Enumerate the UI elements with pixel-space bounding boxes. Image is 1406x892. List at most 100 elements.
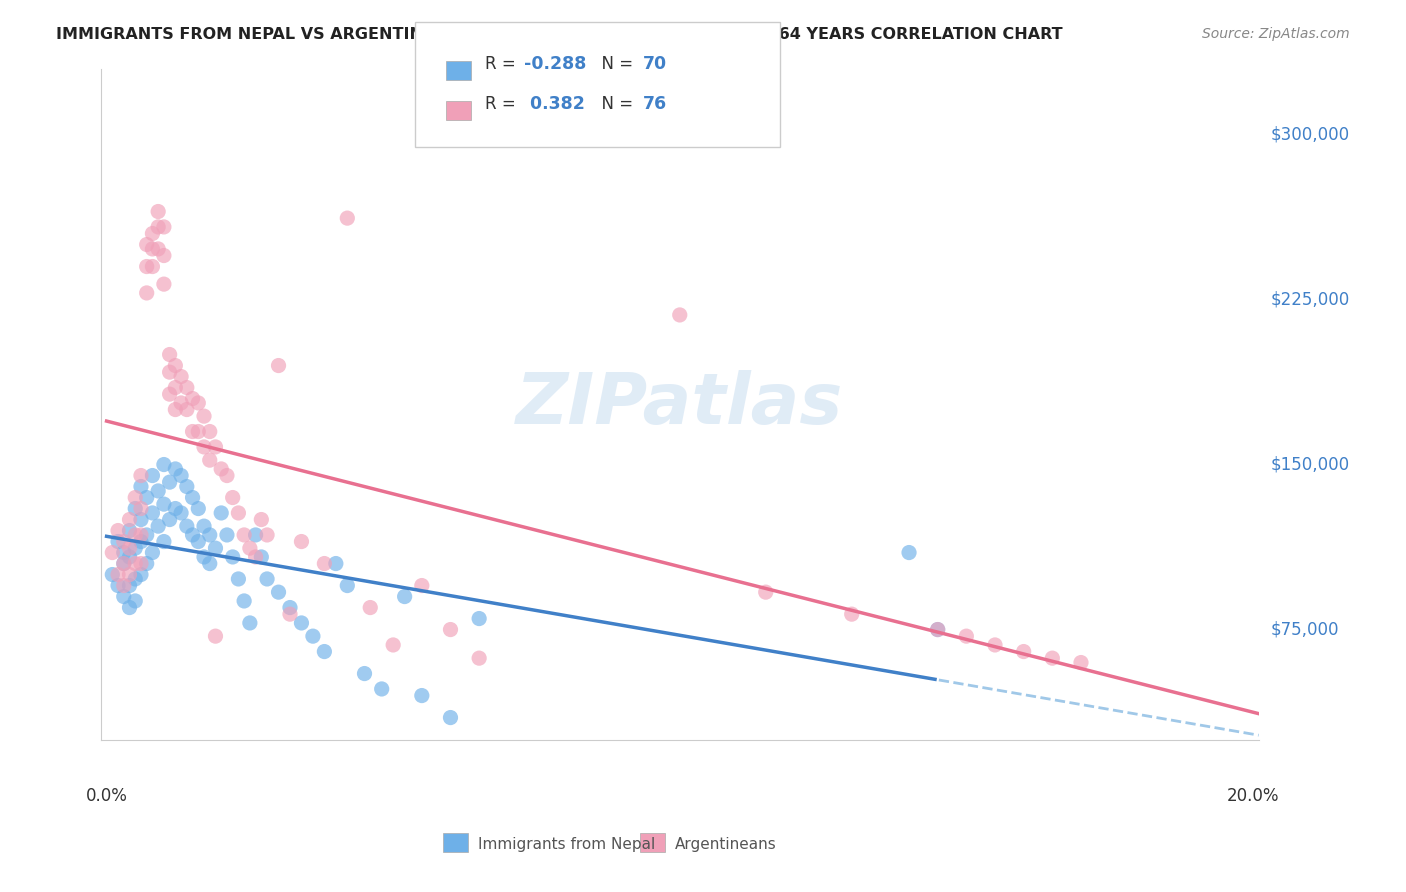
Point	[193, 519, 215, 533]
Point	[153, 219, 176, 234]
Point	[129, 468, 152, 483]
Text: 70: 70	[643, 55, 666, 73]
Point	[325, 557, 347, 571]
Point	[129, 479, 152, 493]
Point	[215, 468, 238, 483]
Text: 76: 76	[643, 95, 666, 113]
Point	[129, 567, 152, 582]
Point	[107, 567, 129, 582]
Point	[239, 615, 262, 630]
Point	[118, 524, 141, 538]
Point	[382, 638, 405, 652]
Point	[159, 512, 181, 526]
Point	[204, 440, 226, 454]
Point	[153, 497, 176, 511]
Point	[112, 590, 135, 604]
Point	[221, 549, 243, 564]
Text: $300,000: $300,000	[1270, 126, 1350, 144]
Point	[267, 359, 290, 373]
Point	[124, 528, 146, 542]
Point	[193, 549, 215, 564]
Point	[124, 541, 146, 556]
Point	[1070, 656, 1092, 670]
Point	[135, 237, 157, 252]
Point	[165, 462, 187, 476]
Point	[146, 219, 169, 234]
Point	[394, 590, 416, 604]
Point	[336, 578, 359, 592]
Point	[141, 260, 163, 274]
Point	[228, 572, 250, 586]
Point	[198, 557, 221, 571]
Point	[135, 260, 157, 274]
Point	[1012, 644, 1035, 658]
Point	[129, 512, 152, 526]
Point	[290, 615, 312, 630]
Point	[124, 572, 146, 586]
Point	[170, 506, 193, 520]
Point	[141, 545, 163, 559]
Point	[256, 528, 278, 542]
Point	[181, 392, 204, 406]
Point	[439, 623, 461, 637]
Point	[256, 572, 278, 586]
Point	[209, 462, 232, 476]
Point	[204, 629, 226, 643]
Point	[165, 402, 187, 417]
Point	[245, 549, 267, 564]
Point	[314, 557, 336, 571]
Point	[353, 666, 375, 681]
Point	[112, 545, 135, 559]
Point	[112, 557, 135, 571]
Point	[153, 534, 176, 549]
Point	[146, 519, 169, 533]
Point	[153, 248, 176, 262]
Point	[411, 578, 433, 592]
Point	[165, 359, 187, 373]
Point	[215, 528, 238, 542]
Point	[135, 491, 157, 505]
Point	[181, 491, 204, 505]
Point	[370, 681, 392, 696]
Point	[129, 501, 152, 516]
Point	[336, 211, 359, 226]
Point	[411, 689, 433, 703]
Point	[146, 204, 169, 219]
Point	[841, 607, 863, 622]
Text: -0.288: -0.288	[524, 55, 586, 73]
Point	[228, 506, 250, 520]
Text: N =: N =	[591, 95, 638, 113]
Point	[193, 440, 215, 454]
Point	[124, 491, 146, 505]
Point	[755, 585, 778, 599]
Point	[165, 501, 187, 516]
Text: IMMIGRANTS FROM NEPAL VS ARGENTINEAN HOUSEHOLDER INCOME AGES 45 - 64 YEARS CORRE: IMMIGRANTS FROM NEPAL VS ARGENTINEAN HOU…	[56, 27, 1063, 42]
Point	[135, 285, 157, 300]
Text: 0.382: 0.382	[524, 95, 585, 113]
Point	[124, 557, 146, 571]
Point	[198, 425, 221, 439]
Point	[267, 585, 290, 599]
Point	[955, 629, 977, 643]
Text: Immigrants from Nepal: Immigrants from Nepal	[478, 838, 655, 852]
Point	[170, 396, 193, 410]
Text: Source: ZipAtlas.com: Source: ZipAtlas.com	[1202, 27, 1350, 41]
Point	[187, 396, 209, 410]
Point	[221, 491, 243, 505]
Point	[302, 629, 325, 643]
Point	[129, 557, 152, 571]
Text: $225,000: $225,000	[1270, 291, 1350, 309]
Point	[118, 578, 141, 592]
Point	[176, 380, 198, 394]
Point	[159, 387, 181, 401]
Point	[118, 541, 141, 556]
Point	[159, 475, 181, 490]
Point	[314, 644, 336, 658]
Point	[927, 623, 949, 637]
Point	[198, 528, 221, 542]
Point	[181, 528, 204, 542]
Point	[159, 365, 181, 379]
Point	[118, 567, 141, 582]
Point	[176, 402, 198, 417]
Point	[118, 549, 141, 564]
